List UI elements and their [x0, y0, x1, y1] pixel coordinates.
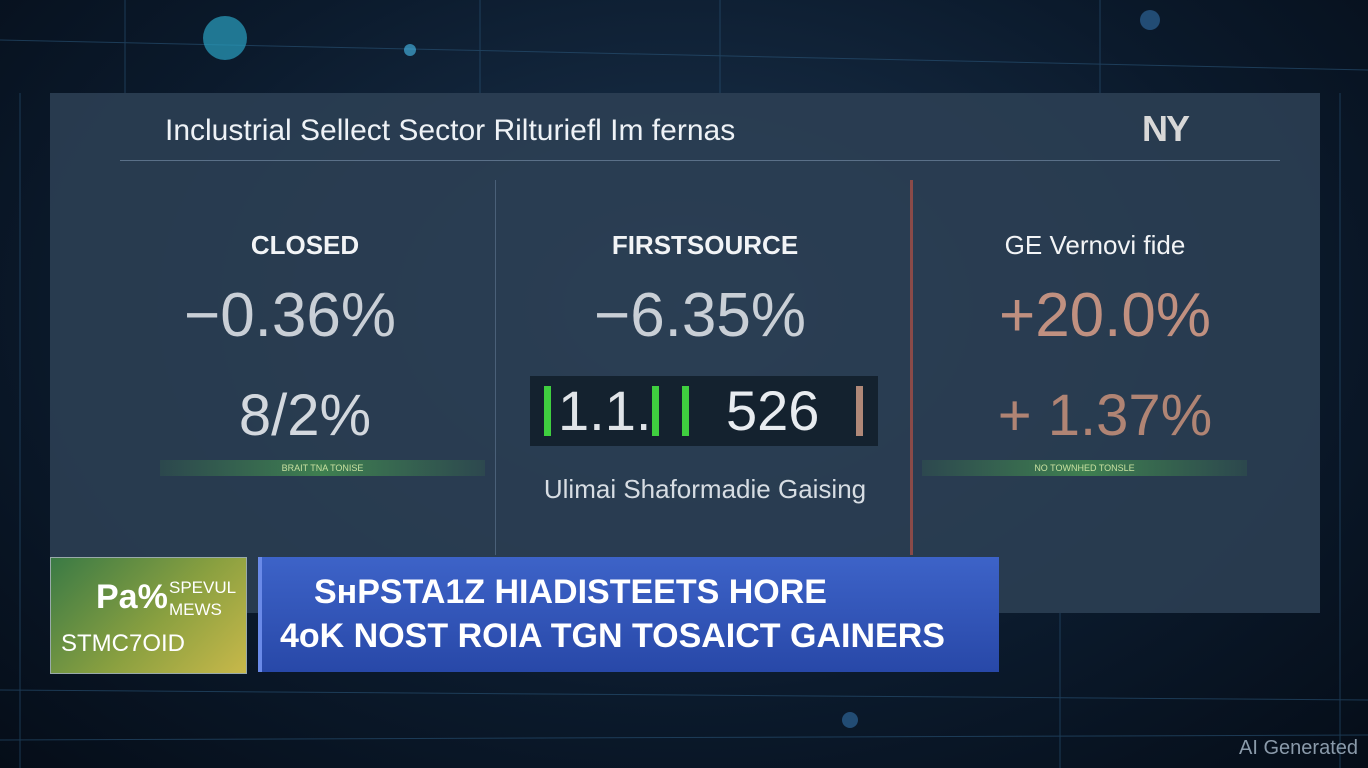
ticker-box: 1.1. 526: [530, 376, 878, 446]
divider: [120, 160, 1280, 161]
channel-logo: Pa% SPEVUL MEWS STMC7OID: [50, 557, 247, 674]
main-panel: [50, 93, 1320, 613]
logo-code: STMC7OID: [61, 630, 186, 657]
headline: 4oK NOST ROIA TGN TOSAICT GAINERS: [280, 617, 945, 655]
panel-heading: FIRSTSOURCE: [611, 230, 799, 260]
panel-bar: BRAIT TNA TONISE: [160, 460, 485, 476]
ticker-bar: [544, 386, 551, 436]
divider: [495, 180, 496, 555]
headline-banner: SнPSTA1Z HIADISTEETS HORE 4oK NOST ROIA …: [258, 557, 999, 672]
logo: NY: [1142, 108, 1190, 149]
title: Inclustrial Sellect Sector Rilturiefl Im…: [165, 114, 736, 147]
panel-heading: CLOSED: [250, 230, 360, 260]
panel-bar: NO TOWNHED TONSLE: [922, 460, 1247, 476]
ticker-left: 1.1.: [558, 379, 652, 442]
caption: Ulimai Shaformadie Gaising: [543, 474, 867, 504]
panel-value: −6.35%: [593, 281, 806, 350]
panel-heading: GE Vernovi fide: [1004, 230, 1186, 260]
ticker-right: 526: [726, 379, 820, 442]
ticker-bar: [682, 386, 689, 436]
panel-secondary: 8/2%: [238, 383, 372, 448]
logo-small: SPEVUL: [169, 578, 237, 597]
watermark: AI Generated: [1239, 737, 1358, 759]
logo-big: Pa%: [96, 578, 168, 616]
ticker-bar: [652, 386, 659, 436]
logo-small: MEWS: [169, 600, 222, 619]
headline: SнPSTA1Z HIADISTEETS HORE: [314, 573, 827, 611]
panel-secondary: + 1.37%: [997, 383, 1213, 448]
panel-value: +20.0%: [998, 281, 1211, 350]
divider: [910, 180, 913, 555]
panel-value: −0.36%: [183, 281, 396, 350]
ticker-bar: [856, 386, 863, 436]
